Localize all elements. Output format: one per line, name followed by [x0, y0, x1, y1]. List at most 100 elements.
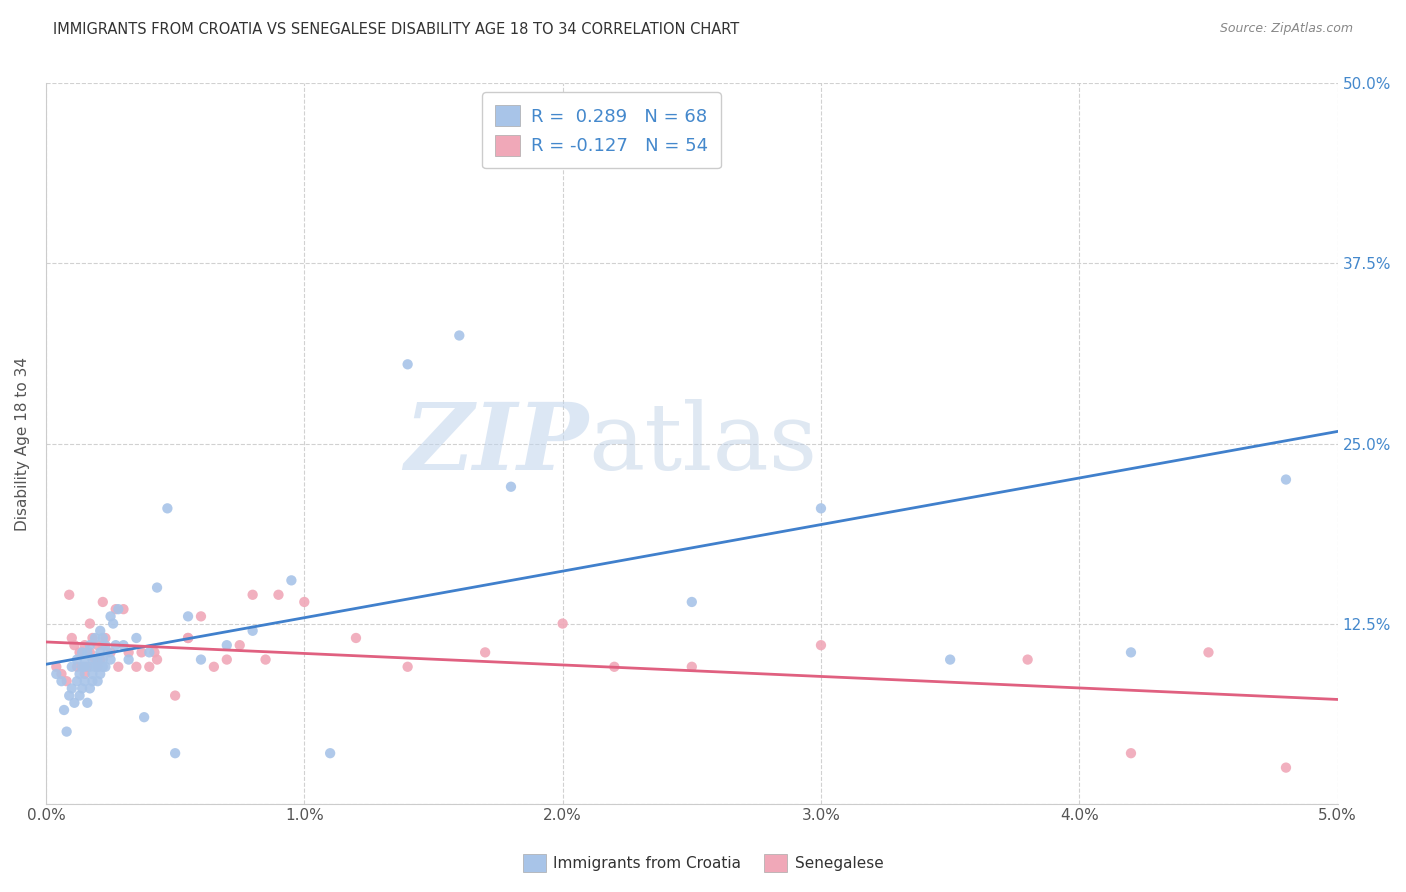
- Point: [254, 652, 277, 666]
- Point: [73, 638, 96, 652]
- Point: [125, 660, 148, 674]
- Text: IMMIGRANTS FROM CROATIA VS SENEGALESE DISABILITY AGE 18 TO 34 CORRELATION CHART: IMMIGRANTS FROM CROATIA VS SENEGALESE DI…: [53, 22, 740, 37]
- Point: [94, 638, 117, 652]
- Point: [190, 609, 212, 624]
- Point: [117, 652, 139, 666]
- Point: [292, 595, 315, 609]
- Point: [51, 667, 73, 681]
- Point: [190, 652, 212, 666]
- Point: [681, 595, 703, 609]
- Point: [55, 724, 77, 739]
- Point: [107, 660, 129, 674]
- Text: atlas: atlas: [589, 399, 818, 489]
- Point: [86, 638, 108, 652]
- Point: [146, 581, 169, 595]
- Legend: R =  0.289   N = 68, R = -0.127   N = 54: R = 0.289 N = 68, R = -0.127 N = 54: [482, 93, 721, 169]
- Point: [146, 652, 169, 666]
- Point: [112, 602, 135, 616]
- Point: [810, 501, 832, 516]
- Point: [100, 645, 122, 659]
- Point: [138, 645, 160, 659]
- Point: [53, 703, 76, 717]
- Legend: Immigrants from Croatia, Senegalese: Immigrants from Croatia, Senegalese: [516, 847, 890, 879]
- Point: [396, 357, 419, 371]
- Point: [89, 667, 111, 681]
- Point: [104, 638, 127, 652]
- Point: [117, 645, 139, 659]
- Point: [603, 660, 626, 674]
- Text: Source: ZipAtlas.com: Source: ZipAtlas.com: [1219, 22, 1353, 36]
- Point: [94, 631, 117, 645]
- Point: [177, 609, 200, 624]
- Point: [45, 660, 67, 674]
- Point: [66, 660, 89, 674]
- Point: [91, 595, 114, 609]
- Point: [60, 631, 83, 645]
- Point: [1198, 645, 1220, 659]
- Point: [101, 616, 124, 631]
- Point: [97, 645, 120, 659]
- Y-axis label: Disability Age 18 to 34: Disability Age 18 to 34: [15, 357, 30, 531]
- Point: [84, 660, 107, 674]
- Point: [79, 616, 101, 631]
- Point: [63, 696, 86, 710]
- Point: [73, 652, 96, 666]
- Point: [100, 652, 122, 666]
- Point: [82, 674, 104, 689]
- Point: [79, 638, 101, 652]
- Point: [84, 631, 107, 645]
- Point: [344, 631, 367, 645]
- Point: [499, 480, 522, 494]
- Point: [60, 681, 83, 696]
- Point: [91, 638, 114, 652]
- Point: [79, 660, 101, 674]
- Point: [1275, 473, 1298, 487]
- Point: [319, 746, 342, 760]
- Point: [112, 638, 135, 652]
- Point: [70, 660, 93, 674]
- Point: [84, 652, 107, 666]
- Point: [449, 328, 471, 343]
- Point: [70, 660, 93, 674]
- Point: [73, 674, 96, 689]
- Point: [58, 689, 80, 703]
- Point: [73, 660, 96, 674]
- Point: [1275, 761, 1298, 775]
- Point: [131, 645, 153, 659]
- Point: [280, 574, 302, 588]
- Point: [70, 681, 93, 696]
- Point: [89, 645, 111, 659]
- Point: [396, 660, 419, 674]
- Point: [82, 667, 104, 681]
- Point: [86, 660, 108, 674]
- Point: [73, 667, 96, 681]
- Point: [69, 667, 91, 681]
- Point: [76, 660, 98, 674]
- Point: [86, 652, 108, 666]
- Point: [138, 660, 160, 674]
- Point: [134, 710, 156, 724]
- Point: [70, 645, 93, 659]
- Point: [76, 645, 98, 659]
- Point: [215, 638, 238, 652]
- Point: [165, 746, 187, 760]
- Point: [82, 631, 104, 645]
- Point: [228, 638, 250, 652]
- Point: [86, 674, 108, 689]
- Point: [143, 645, 166, 659]
- Point: [89, 624, 111, 638]
- Point: [177, 631, 200, 645]
- Point: [1119, 746, 1142, 760]
- Point: [165, 689, 187, 703]
- Point: [125, 631, 148, 645]
- Point: [89, 652, 111, 666]
- Point: [79, 681, 101, 696]
- Point: [156, 501, 179, 516]
- Point: [177, 631, 200, 645]
- Point: [91, 660, 114, 674]
- Point: [939, 652, 962, 666]
- Point: [1119, 645, 1142, 659]
- Point: [76, 696, 98, 710]
- Point: [242, 588, 264, 602]
- Point: [810, 638, 832, 652]
